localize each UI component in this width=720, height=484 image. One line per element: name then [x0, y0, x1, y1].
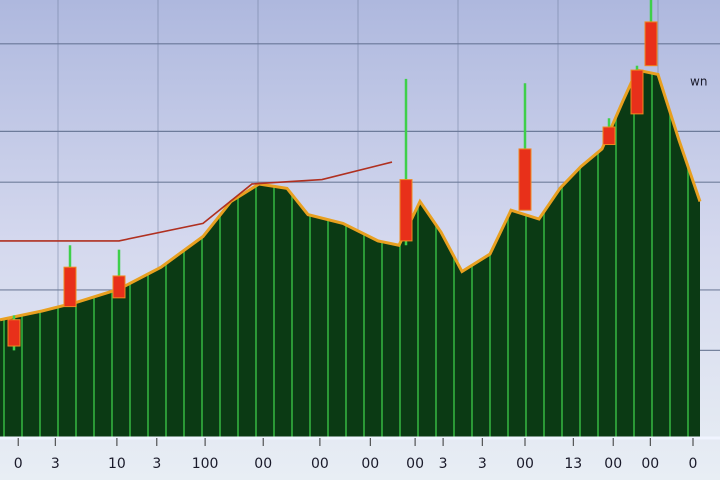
x-tick-label: 00 — [254, 456, 272, 472]
x-tick-label: 13 — [564, 456, 582, 472]
candle-body — [630, 69, 644, 115]
area-edge — [0, 68, 702, 322]
area — [0, 70, 700, 438]
line — [0, 161, 393, 242]
x-tick-label: 10 — [108, 456, 126, 472]
x-tick-label: 00 — [641, 456, 659, 472]
x-tick-label: 3 — [478, 456, 487, 472]
x-tick-label: 00 — [406, 456, 424, 472]
candle-body — [7, 319, 21, 347]
x-tick-label: 00 — [516, 456, 534, 472]
annotation: wn — [690, 75, 707, 89]
x-tick-label: 3 — [439, 456, 448, 472]
candle-body — [63, 266, 77, 308]
x-tick-label: 00 — [361, 456, 379, 472]
x-tick-label: 3 — [51, 456, 60, 472]
x-tick-label: 00 — [311, 456, 329, 472]
candle-body — [399, 179, 413, 242]
x-tick-label: 100 — [192, 456, 219, 472]
candle-body — [602, 126, 616, 146]
candle-body — [644, 21, 658, 67]
x-tick-label: 3 — [152, 456, 161, 472]
candle-body — [518, 148, 532, 211]
candle-body — [112, 275, 126, 299]
x-tick-label: 00 — [604, 456, 622, 472]
x-tick-label: 0 — [689, 456, 698, 472]
x-tick-label: 0 — [14, 456, 23, 472]
